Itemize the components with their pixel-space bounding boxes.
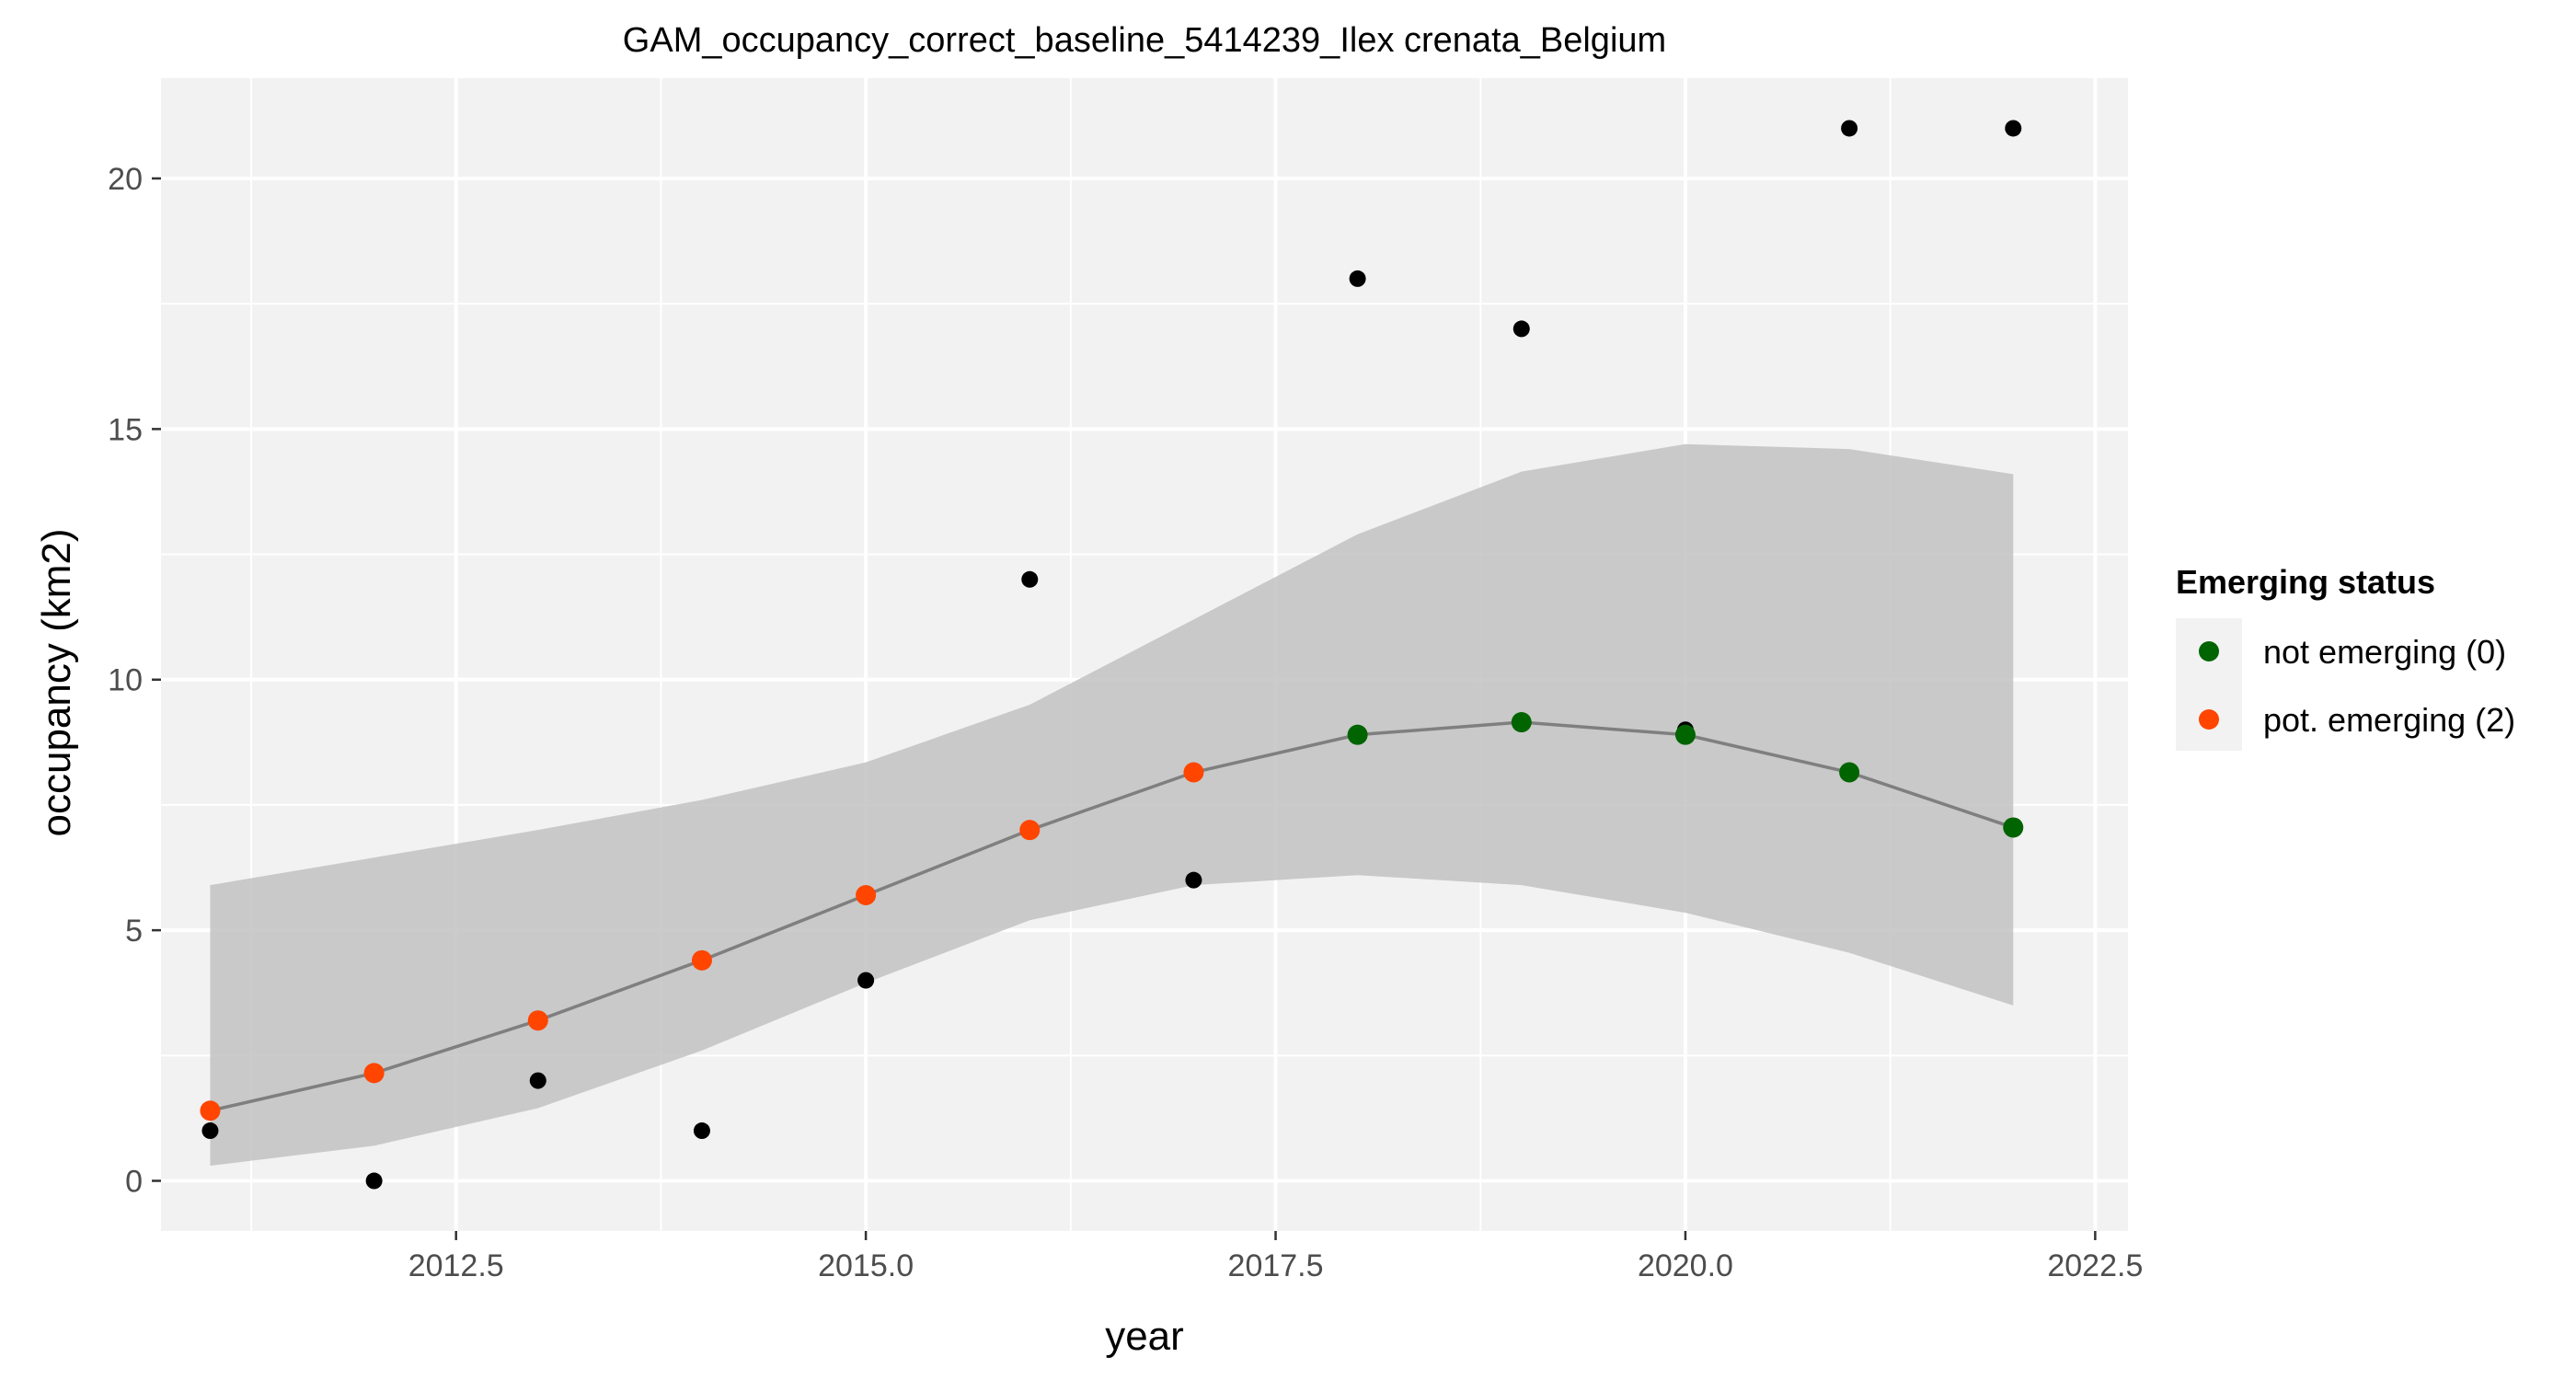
fit-point xyxy=(527,1010,548,1031)
y-tick-label: 10 xyxy=(108,663,143,698)
confidence-band xyxy=(210,443,2014,1167)
observed-point xyxy=(857,972,875,989)
observed-point xyxy=(2005,120,2022,137)
observed-point xyxy=(529,1072,546,1089)
observed-point xyxy=(693,1122,710,1140)
fit-point xyxy=(1674,724,1696,745)
y-tick-label: 15 xyxy=(108,412,143,447)
x-tick-label: 2020.0 xyxy=(1638,1248,1733,1283)
fit-point xyxy=(1019,820,1041,841)
plot-panel xyxy=(161,78,2128,1231)
legend-key-background xyxy=(2176,618,2242,751)
fit-point xyxy=(1183,762,1204,783)
observed-point xyxy=(1841,120,1858,137)
legend-dot-not-emerging xyxy=(2199,641,2219,661)
fit-point xyxy=(1511,712,1532,733)
observed-point xyxy=(201,1122,219,1140)
x-tick-label: 2017.5 xyxy=(1228,1248,1324,1283)
fit-point xyxy=(200,1100,221,1121)
x-tick-label: 2015.0 xyxy=(818,1248,914,1283)
x-tick-label: 2012.5 xyxy=(408,1248,504,1283)
observed-point xyxy=(1185,871,1202,889)
legend: Emerging status not emerging (0) pot. em… xyxy=(2176,563,2515,751)
y-axis-title: occupancy (km2) xyxy=(34,528,79,836)
fit-points xyxy=(200,712,2024,1121)
y-tick-label: 0 xyxy=(125,1165,143,1200)
chart-title: GAM_occupancy_correct_baseline_5414239_I… xyxy=(623,21,1666,60)
y-axis: 0 5 10 15 20 xyxy=(108,162,161,1200)
observed-point xyxy=(365,1172,383,1190)
observed-point xyxy=(1021,570,1039,588)
fit-point xyxy=(691,949,712,971)
y-tick-label: 5 xyxy=(125,914,143,949)
fit-point xyxy=(1839,762,1860,783)
fit-point xyxy=(1347,724,1368,745)
x-axis: 2012.5 2015.0 2017.5 2020.0 2022.5 xyxy=(408,1231,2143,1283)
fit-line xyxy=(210,720,2014,1112)
fit-point xyxy=(363,1063,385,1084)
x-tick-label: 2022.5 xyxy=(2047,1248,2143,1283)
y-tick-label: 20 xyxy=(108,162,143,197)
legend-label-not-emerging: not emerging (0) xyxy=(2263,633,2506,671)
x-axis-title: year xyxy=(1105,1314,1184,1359)
fit-point xyxy=(856,884,877,905)
fit-point xyxy=(2003,817,2024,838)
legend-label-pot-emerging: pot. emerging (2) xyxy=(2263,701,2515,739)
legend-title: Emerging status xyxy=(2176,563,2435,601)
legend-dot-pot-emerging xyxy=(2199,709,2219,730)
observed-points xyxy=(201,120,2022,1190)
observed-point xyxy=(1349,270,1366,287)
observed-point xyxy=(1512,320,1530,338)
